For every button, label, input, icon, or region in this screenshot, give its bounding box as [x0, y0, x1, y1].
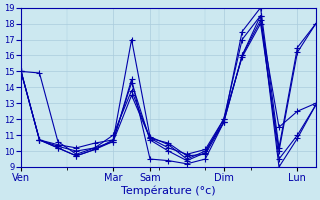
- X-axis label: Température (°c): Température (°c): [121, 185, 216, 196]
